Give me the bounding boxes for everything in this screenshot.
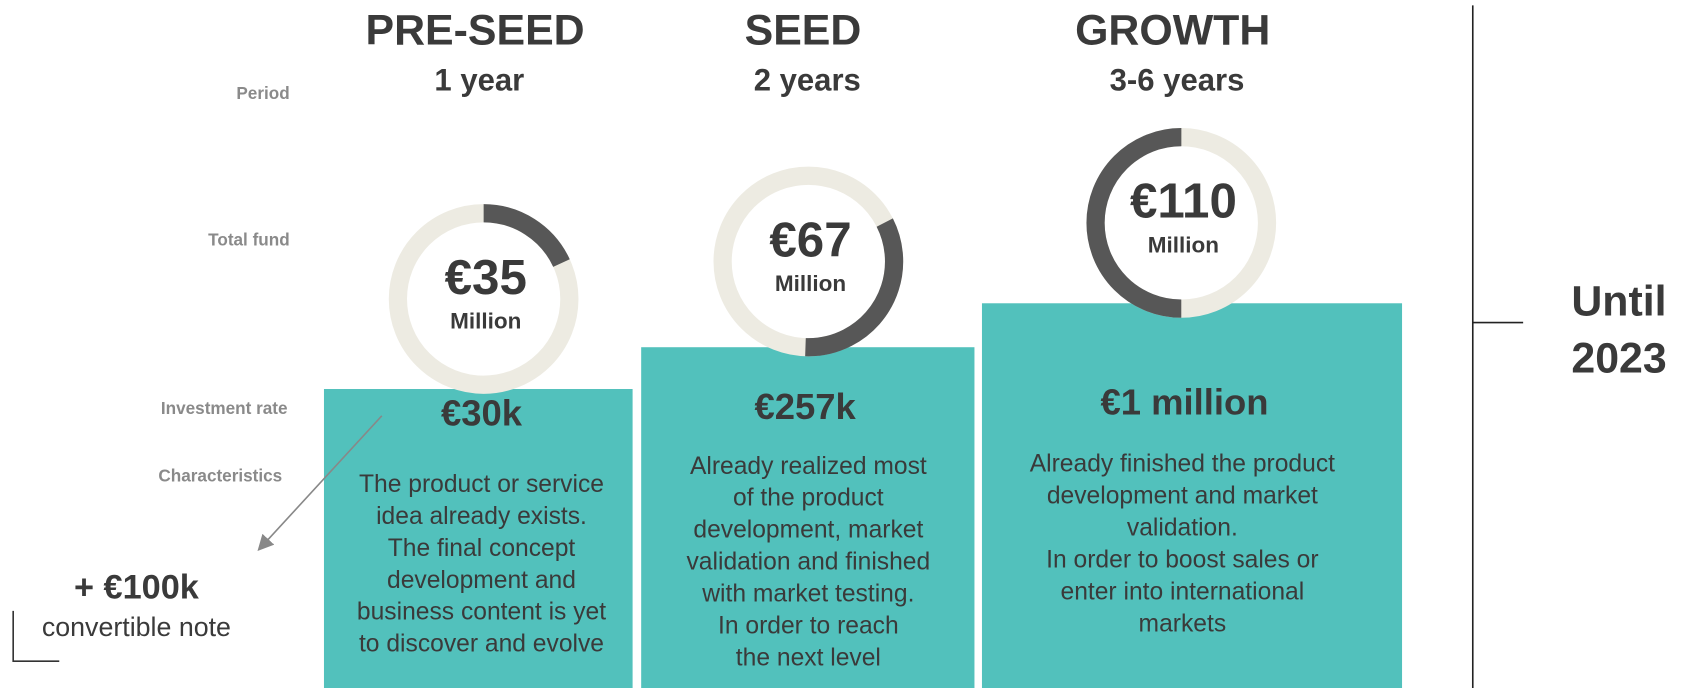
investment-rate: €257k [754, 386, 856, 427]
characteristics-line: development and [387, 567, 576, 594]
fund-amount: €67 [769, 212, 851, 267]
characteristics-line: validation. [1127, 514, 1238, 541]
donut-arc [388, 204, 579, 394]
characteristics-line: The final concept [388, 535, 576, 562]
fund-unit: Million [775, 271, 846, 296]
characteristics-line: development and market [1047, 483, 1318, 510]
donut-arc [713, 166, 904, 357]
characteristics-line: The product or service [359, 471, 604, 498]
characteristics-line: In order to boost sales or [1046, 546, 1318, 573]
stage-name: GROWTH [1075, 7, 1270, 55]
fund-unit: Million [450, 309, 521, 334]
fund-unit: Million [1148, 232, 1219, 257]
stage-period: 3-6 years [1110, 63, 1245, 98]
row-label: Characteristics [158, 465, 282, 485]
stage-box [981, 303, 1403, 688]
characteristics-line: the next level [736, 644, 881, 671]
stage-name: SEED [745, 7, 862, 55]
note-text: convertible note [42, 612, 231, 642]
investment-rate: €30k [441, 392, 523, 433]
fund-amount: €35 [445, 250, 527, 305]
row-label: Investment rate [161, 398, 288, 418]
bracket [12, 610, 60, 663]
investment-rate: €1 million [1100, 382, 1268, 423]
stage-box [323, 389, 633, 688]
characteristics-line: Already realized most [690, 453, 927, 480]
side-text: Until [1571, 278, 1666, 326]
row-label: Period [236, 83, 289, 103]
stage-period: 1 year [434, 63, 524, 98]
stage-name: PRE-SEED [366, 7, 585, 55]
characteristics-line: markets [1139, 610, 1227, 637]
fund-amount: €110 [1130, 174, 1237, 229]
characteristics-line: enter into international [1061, 578, 1305, 605]
characteristics-line: with market testing. [701, 580, 914, 607]
characteristics-line: In order to reach [718, 612, 899, 639]
arrow [257, 415, 383, 552]
characteristics-line: idea already exists. [376, 503, 587, 530]
characteristics-line: to discover and evolve [359, 631, 604, 658]
characteristics-line: Already finished the product [1030, 451, 1335, 478]
side-text: 2023 [1571, 334, 1666, 382]
donut-arc [1086, 128, 1277, 318]
stage-period: 2 years [754, 63, 861, 98]
characteristics-line: validation and finished [686, 549, 930, 576]
note-amount: + €100k [74, 568, 200, 606]
characteristics-line: development, market [693, 517, 923, 544]
stage-box [641, 347, 975, 688]
row-label: Total fund [208, 230, 289, 250]
characteristics-line: of the product [733, 485, 884, 512]
characteristics-line: business content is yet [357, 599, 606, 626]
